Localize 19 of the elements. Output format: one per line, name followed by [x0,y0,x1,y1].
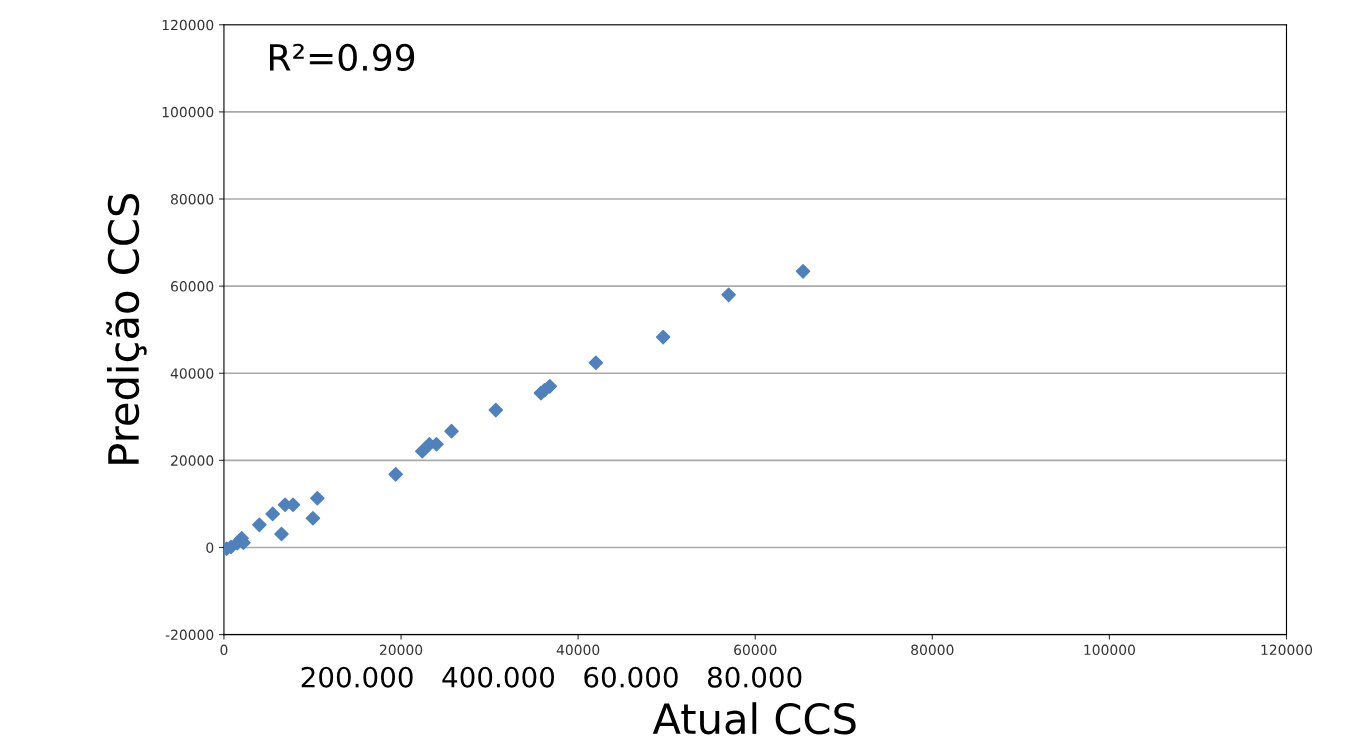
y-tick-label: 120000 [162,19,214,31]
y-tick-label: 80000 [170,193,214,205]
x-tick-label: 60000 [734,644,777,656]
x-tick-label: 80000 [911,644,954,656]
x-tick-label: 100000 [1084,644,1135,656]
y-tick-label: 20000 [171,455,214,466]
y-tick-label: -20000 [165,629,214,641]
y-tick-label: 40000 [170,368,214,379]
x-tick-label: 40000 [556,644,600,656]
y-tick-label: 60000 [171,281,214,292]
x-axis-title: Atual CCS [652,702,856,735]
y-tick-label: 0 [206,542,214,553]
y-axis-title: Predição CCS [106,193,147,464]
y-tick-label: 100000 [162,106,214,118]
annotation: R²=0.99 [269,43,415,72]
x-tick-label: 20000 [379,644,423,656]
x-tick-label: 0 [220,644,228,656]
text: 200.000 400.000 60.000 80.000 [301,666,802,688]
x-tick-label: 120000 [1261,644,1313,656]
